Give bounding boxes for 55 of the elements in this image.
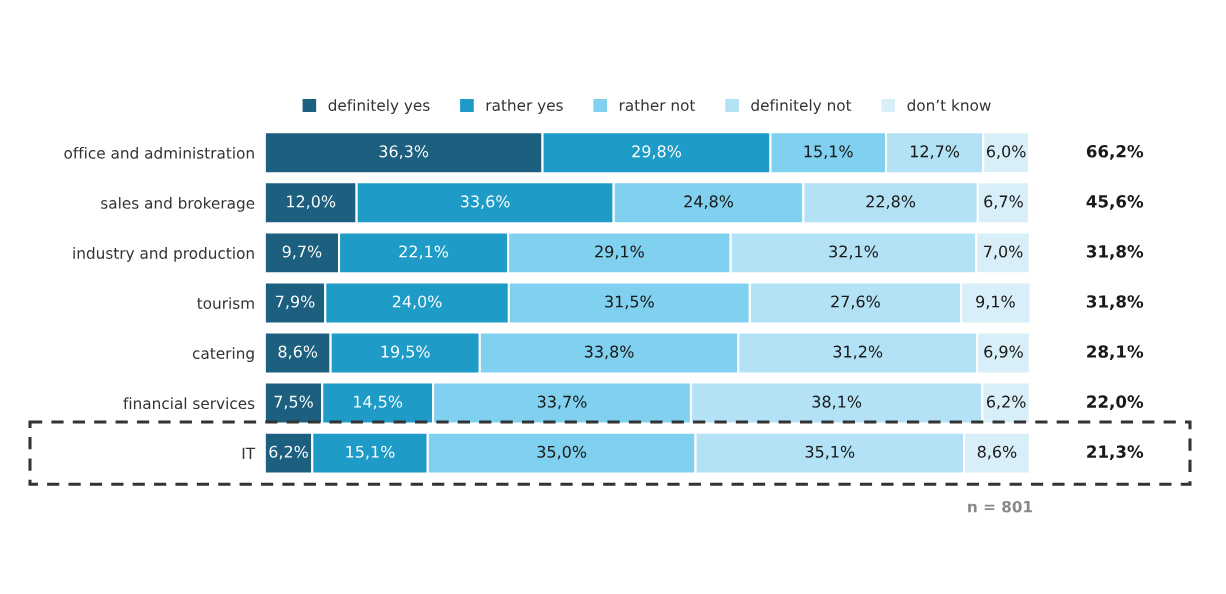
data-label: 22,1%	[399, 245, 449, 260]
data-label: 6,7%	[984, 195, 1023, 210]
text: 31,8%	[1086, 245, 1144, 260]
data-label: 6,2%	[269, 445, 308, 460]
data-label: 33,8%	[584, 345, 634, 360]
data-label: 35,1%	[805, 445, 855, 460]
y-tick-label: sales and brokerage	[101, 197, 255, 212]
data-label: 29,8%	[632, 145, 681, 160]
legend-label: rather not	[619, 99, 696, 111]
legend-label: definitely not	[751, 99, 852, 114]
data-label: 7,5%	[274, 395, 313, 410]
data-label: 15,1%	[346, 445, 395, 460]
text: 45,6%	[1086, 195, 1144, 210]
data-label: 35,0%	[537, 445, 587, 460]
y-tick-label: IT	[242, 447, 256, 459]
data-label: 31,5%	[605, 295, 654, 310]
data-label: 14,5%	[354, 395, 403, 410]
data-label: 19,5%	[381, 345, 430, 360]
data-label: 33,6%	[460, 195, 510, 210]
data-label: 9,1%	[976, 295, 1015, 310]
y-tick-label: office and administration	[64, 146, 254, 159]
data-label: 27,6%	[831, 295, 880, 310]
text: 22,0%	[1087, 395, 1144, 411]
text: 21,3%	[1087, 445, 1144, 461]
data-label: 31,2%	[833, 345, 883, 360]
data-label: 8,6%	[977, 445, 1017, 460]
legend-label: rather yes	[486, 99, 563, 114]
y-tick-label: tourism	[197, 297, 254, 309]
data-label: 7,9%	[276, 295, 315, 310]
data-label: 6,2%	[986, 395, 1026, 410]
y-tick-label: catering	[192, 347, 254, 362]
data-label: 12,7%	[910, 145, 960, 160]
legend-label: don’t know	[907, 99, 991, 111]
data-label: 32,1%	[829, 245, 878, 260]
data-label: 24,8%	[684, 195, 734, 210]
data-label: 29,1%	[595, 245, 644, 260]
data-label: 22,8%	[866, 195, 916, 210]
legend-label: definitely yes	[328, 99, 430, 114]
data-label: 36,3%	[379, 145, 429, 160]
data-label: 33,7%	[537, 395, 587, 410]
text: 66,2%	[1086, 144, 1144, 160]
text: 28,1%	[1087, 345, 1144, 360]
data-label: 24,0%	[392, 295, 442, 310]
text: 31,8%	[1086, 295, 1144, 310]
y-tick-label: industry and production	[73, 247, 254, 262]
data-label: 7,0%	[984, 245, 1023, 260]
data-label: 15,1%	[804, 145, 853, 160]
data-label: 6,9%	[984, 345, 1023, 360]
data-label: 8,6%	[278, 345, 318, 360]
data-label: 38,1%	[812, 395, 862, 410]
y-tick-label: financial services	[123, 397, 255, 410]
data-label: 9,7%	[282, 245, 322, 260]
data-label: 6,0%	[986, 145, 1026, 160]
text: n = 801	[968, 500, 1033, 513]
data-label: 12,0%	[287, 195, 336, 210]
